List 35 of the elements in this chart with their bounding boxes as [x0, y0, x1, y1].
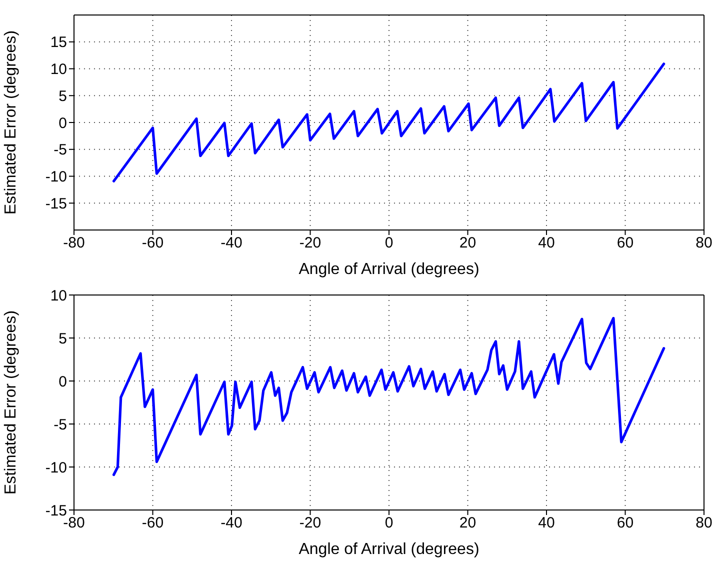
- y-tick-label: -5: [54, 142, 67, 159]
- line-series: [112, 316, 666, 476]
- x-tick-label: 60: [616, 234, 634, 252]
- x-tick-label: 0: [384, 514, 394, 532]
- y-tick-label: 10: [50, 61, 67, 78]
- x-tick-label: -20: [299, 514, 322, 532]
- x-tick-label: 40: [538, 514, 555, 532]
- x-tick-label: 80: [696, 514, 712, 532]
- x-tick-label: -20: [299, 234, 322, 252]
- y-tick-label: 5: [58, 330, 67, 348]
- y-tick-label: -10: [45, 459, 67, 476]
- x-tick-label: -80: [63, 234, 85, 252]
- x-tick-label: 20: [459, 234, 476, 252]
- y-tick-label: -5: [54, 416, 67, 434]
- y-tick-label: 10: [50, 287, 67, 304]
- y-tick-label: 0: [58, 373, 67, 390]
- y-tick-label: 0: [58, 114, 67, 132]
- x-tick-label: -60: [142, 234, 164, 252]
- x-tick-label: -60: [142, 514, 164, 532]
- x-axis-title: Angle of Arrival (degrees): [298, 261, 480, 278]
- x-tick-label: -40: [220, 234, 242, 252]
- x-tick-label: 40: [538, 234, 555, 252]
- y-axis-title: Estimated Error (degrees): [2, 30, 20, 215]
- x-tick-label: 80: [696, 234, 712, 252]
- y-tick-label: -15: [45, 195, 67, 212]
- x-tick-label: 0: [384, 234, 394, 252]
- x-tick-label: 60: [616, 514, 634, 532]
- x-tick-label: -40: [220, 514, 242, 532]
- y-tick-label: 15: [50, 34, 67, 52]
- x-axis-title: Angle of Arrival (degrees): [298, 541, 480, 558]
- y-tick-label: 5: [58, 88, 67, 105]
- y-tick-label: -10: [45, 168, 67, 186]
- x-tick-label: 20: [459, 514, 476, 532]
- y-axis-title: Estimated Error (degrees): [2, 310, 20, 495]
- line-series: [112, 62, 666, 182]
